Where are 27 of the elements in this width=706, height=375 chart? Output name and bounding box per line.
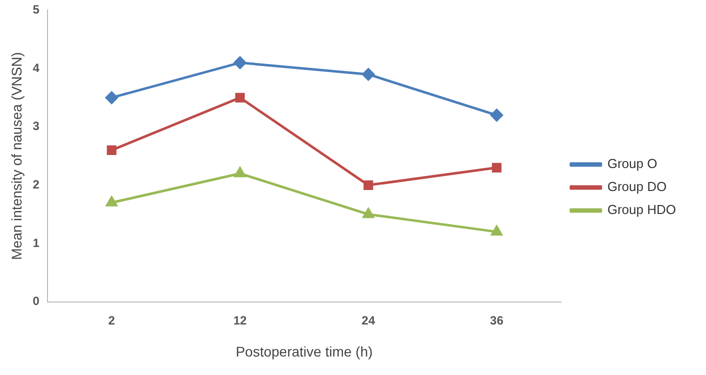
point	[235, 92, 245, 102]
point	[234, 167, 246, 178]
x-tick-label: 12	[233, 313, 247, 328]
y-tick-label: 5	[32, 2, 40, 17]
point	[362, 68, 375, 81]
y-tick-label: 0	[32, 294, 40, 308]
point	[491, 226, 502, 236]
y-tick-label: 4	[32, 60, 40, 75]
point	[492, 162, 502, 172]
point	[490, 108, 503, 122]
point	[362, 208, 374, 218]
point	[105, 91, 118, 104]
point	[234, 56, 246, 69]
x-tick-label: 24	[362, 313, 376, 328]
y-tick-label: 3	[32, 119, 40, 134]
point	[364, 180, 374, 190]
point	[106, 196, 118, 206]
legend-label: Group O	[607, 156, 658, 172]
x-tick-label: 2	[108, 313, 116, 328]
legend-label: Group DO	[607, 179, 667, 194]
point	[106, 145, 116, 155]
y-tick-label: 2	[32, 177, 40, 192]
x-tick-label: 36	[490, 313, 504, 328]
y-tick-label: 1	[32, 236, 40, 250]
y-axis-title: Mean intensity of nausea (VNSN)	[8, 52, 24, 260]
legend-label: Group HDO	[607, 202, 676, 218]
x-axis-title: Postoperative time (h)	[236, 343, 373, 360]
